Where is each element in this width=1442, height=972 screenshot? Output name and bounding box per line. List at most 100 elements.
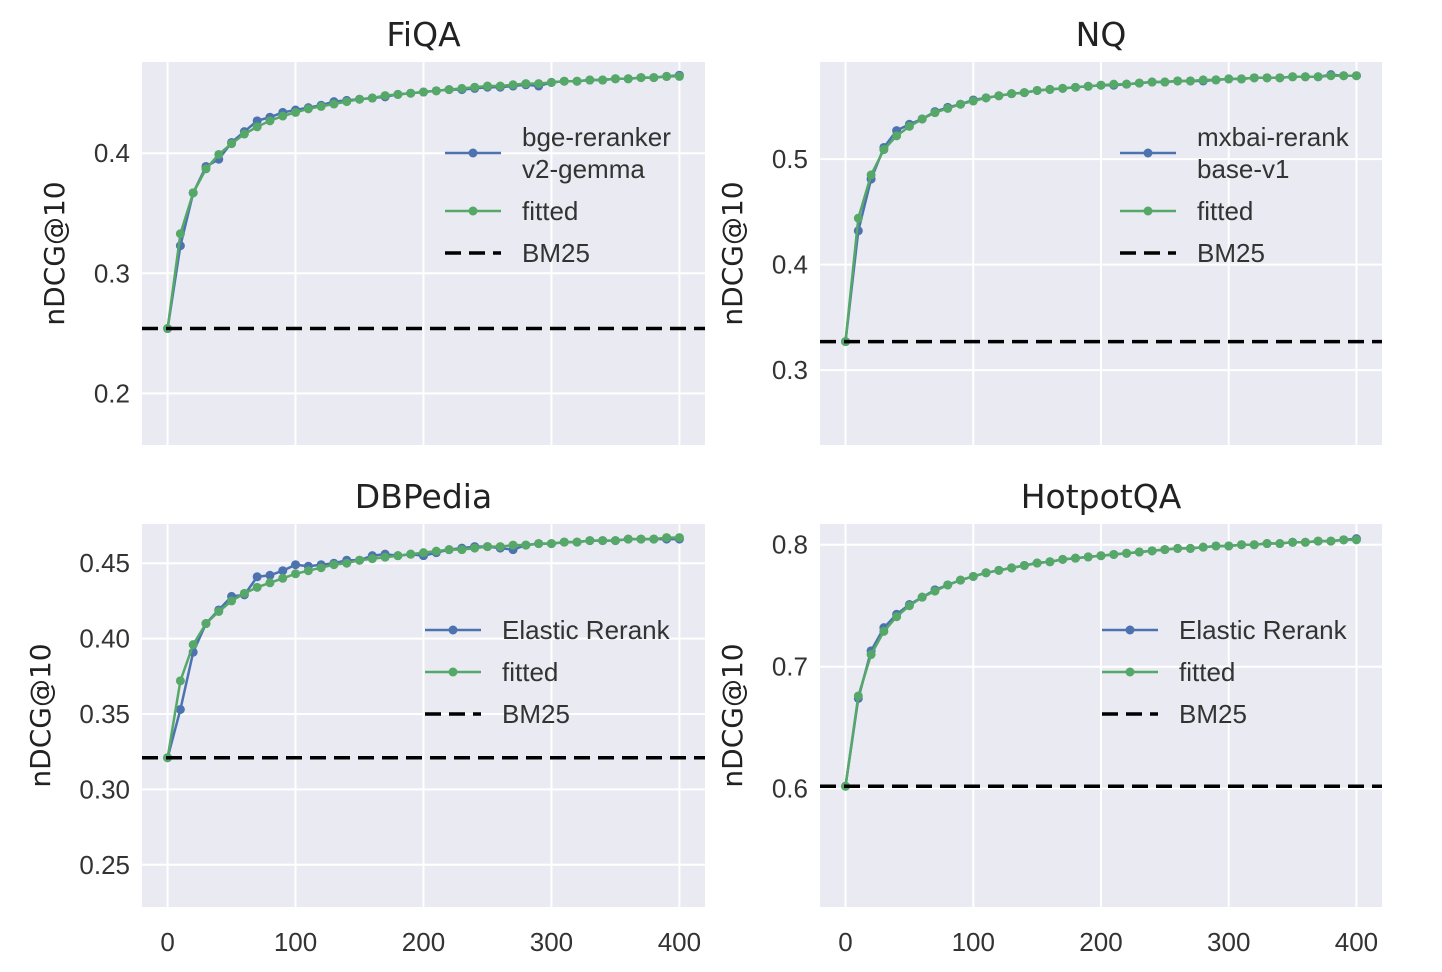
series-elastic-rerank-point: [175, 704, 185, 714]
y-tick-label: 0.4: [772, 250, 808, 280]
y-tick-label: 0.7: [772, 652, 808, 682]
series-fitted-point: [1351, 535, 1361, 545]
series-fitted-point: [1019, 560, 1029, 570]
series-fitted-point: [291, 107, 301, 117]
series-fitted-point: [930, 586, 940, 596]
y-axis-label: nDCG@10: [716, 643, 749, 787]
legend-label: v2-gemma: [522, 154, 645, 184]
series-fitted-point: [1275, 539, 1285, 549]
legend-label: BM25: [1197, 238, 1265, 268]
series-fitted-point: [1160, 77, 1170, 87]
series-fitted-point: [623, 534, 633, 544]
series-fitted-point: [508, 540, 518, 550]
series-fitted-point: [1083, 81, 1093, 91]
series-fitted-point: [904, 601, 914, 611]
series-fitted-point: [329, 99, 339, 109]
series-fitted-point: [1237, 74, 1246, 84]
x-tick-label: 300: [530, 927, 573, 957]
subplot-fiqa: 0.2 0.3 0.4 FiQA nDCG@10 bge-rerankerv2-gemma…: [38, 15, 705, 445]
y-tick-label: 0.8: [772, 530, 808, 560]
legend-swatch-marker: [1125, 667, 1135, 677]
series-fitted-point: [1300, 537, 1310, 547]
series-fitted-point: [1032, 85, 1042, 95]
series-fitted-point: [393, 551, 403, 561]
series-fitted-point: [1249, 73, 1259, 83]
series-fitted-point: [1288, 72, 1298, 82]
series-fitted-point: [188, 188, 198, 198]
y-tick-label: 0.40: [79, 624, 130, 654]
x-tick-label: 200: [402, 927, 445, 957]
legend: Elastic Rerank fitted BM25: [1102, 615, 1348, 729]
series-fitted-point: [1007, 89, 1017, 99]
series-fitted-point: [1262, 539, 1272, 549]
series-fitted-point: [316, 101, 326, 111]
series-fitted-point: [956, 99, 965, 109]
series-fitted-point: [329, 560, 339, 570]
x-tick-label: 400: [658, 927, 701, 957]
series-fitted-point: [559, 76, 569, 86]
series-fitted-point: [662, 533, 672, 543]
series-fitted-point: [1185, 543, 1195, 553]
series-elastic-rerank-point: [291, 560, 301, 570]
series-fitted-point: [431, 86, 441, 96]
series-fitted-point: [470, 543, 480, 553]
series-elastic-rerank-point: [252, 572, 262, 582]
series-fitted-point: [585, 75, 595, 85]
series-fitted-point: [291, 569, 301, 579]
series-fitted-point: [367, 554, 377, 564]
series-fitted-point: [367, 93, 377, 103]
series-fitted-point: [495, 542, 505, 552]
x-tick-label: 100: [274, 927, 317, 957]
legend-label: Elastic Rerank: [1179, 615, 1348, 645]
series-fitted-point: [904, 121, 914, 131]
series-fitted-point: [1237, 540, 1246, 550]
series-fitted-point: [278, 573, 288, 583]
series-fitted-point: [227, 596, 237, 606]
series-fitted-point: [239, 588, 249, 598]
series-fitted-point: [866, 170, 876, 180]
legend-swatch-marker: [448, 667, 458, 677]
legend-label: bge-reranker: [522, 122, 671, 152]
series-fitted-point: [610, 536, 620, 546]
series-fitted-point: [1109, 79, 1119, 89]
y-tick-label: 0.4: [94, 138, 130, 168]
series-fitted-point: [943, 103, 953, 113]
series-fitted-point: [534, 79, 544, 89]
series-fitted-point: [1109, 549, 1119, 559]
legend-label: fitted: [522, 196, 578, 226]
series-fitted-point: [1351, 71, 1361, 81]
series-fitted-point: [393, 89, 403, 99]
series-fitted-point: [598, 75, 608, 85]
series-fitted-point: [1173, 76, 1183, 86]
series-fitted-point: [866, 650, 876, 660]
series-fitted-point: [521, 79, 531, 89]
legend-label: fitted: [502, 657, 558, 687]
series-fitted-point: [968, 96, 978, 106]
series-fitted-point: [380, 552, 390, 562]
series-fitted-point: [1339, 535, 1349, 545]
series-fitted-point: [342, 97, 352, 107]
series-fitted-point: [1134, 78, 1144, 88]
series-fitted-point: [355, 94, 365, 104]
y-tick-label: 0.3: [772, 355, 808, 385]
series-fitted-point: [930, 108, 940, 118]
series-fitted-point: [943, 580, 953, 590]
y-tick-label: 0.2: [94, 378, 130, 408]
series-fitted-point: [981, 568, 991, 578]
legend-label: fitted: [1179, 657, 1235, 687]
series-fitted-point: [1224, 541, 1234, 551]
legend-swatch-marker: [1143, 206, 1153, 216]
series-fitted-point: [214, 606, 224, 616]
x-tick-label: 300: [1207, 927, 1250, 957]
series-fitted-point: [342, 558, 352, 568]
series-fitted-point: [1147, 546, 1157, 556]
series-fitted-point: [265, 578, 275, 588]
x-tick-label: 0: [838, 927, 852, 957]
series-fitted-point: [853, 213, 863, 223]
series-fitted-point: [175, 676, 185, 686]
series-fitted-point: [1134, 547, 1144, 557]
series-fitted-point: [636, 73, 646, 83]
